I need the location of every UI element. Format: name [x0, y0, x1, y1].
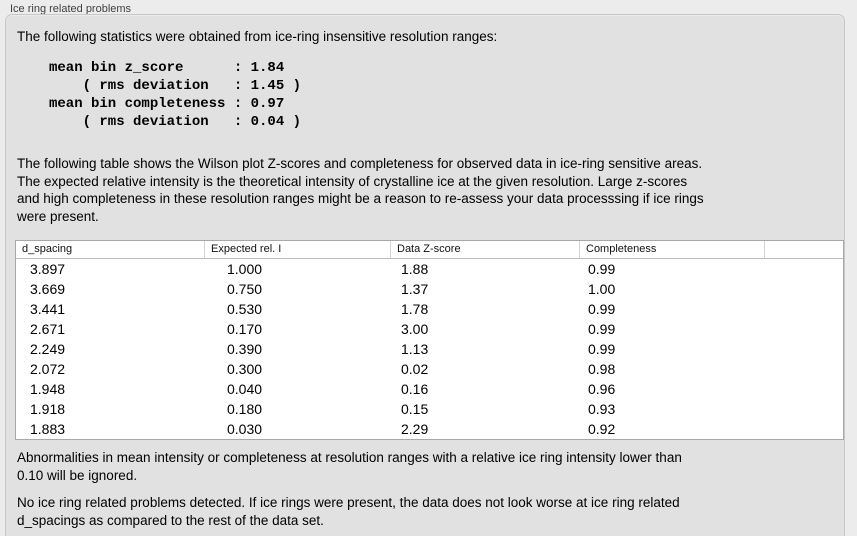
cell-empty — [764, 339, 843, 359]
cell-data-z-score: 1.88 — [401, 261, 429, 277]
intro-line: The following statistics were obtained f… — [17, 29, 498, 44]
cell-data-z-score: 3.00 — [401, 321, 429, 337]
cell-empty — [764, 379, 843, 399]
column-header-d-spacing[interactable]: d_spacing — [22, 243, 73, 255]
group-box: The following statistics were obtained f… — [5, 14, 845, 536]
cell-data-z-score: 0.16 — [401, 381, 429, 397]
cell-data-z-score: 1.37 — [401, 281, 429, 297]
cell-d-spacing: 1.918 — [30, 401, 66, 417]
conclusion-line: d_spacings as compared to the rest of th… — [17, 512, 324, 528]
column-header-empty[interactable] — [764, 241, 843, 258]
cell-completeness: 0.98 — [588, 361, 616, 377]
cell-completeness: 0.99 — [588, 301, 616, 317]
column-header-data-z-score[interactable]: Data Z-score — [390, 241, 579, 258]
cell-empty — [764, 359, 843, 379]
stat-line-mean-completeness: mean bin completeness : 0.97 — [49, 96, 285, 112]
table-row[interactable]: 3.669 0.750 1.37 1.00 — [16, 279, 843, 299]
cell-expected-rel-i: 0.170 — [227, 321, 263, 337]
cell-data-z-score: 0.02 — [401, 361, 429, 377]
cell-empty — [764, 319, 843, 339]
cell-d-spacing: 2.072 — [30, 361, 66, 377]
description-line: The following table shows the Wilson plo… — [17, 156, 703, 171]
table-row[interactable]: 1.883 0.030 2.29 0.92 — [16, 419, 843, 439]
cell-empty — [764, 299, 843, 319]
cell-expected-rel-i: 0.750 — [227, 281, 263, 297]
cell-d-spacing: 1.948 — [30, 381, 66, 397]
cell-completeness: 1.00 — [588, 281, 616, 297]
cell-empty — [764, 399, 843, 419]
cell-empty — [764, 259, 843, 279]
cell-completeness: 0.92 — [588, 421, 616, 437]
cell-data-z-score: 1.78 — [401, 301, 429, 317]
cell-d-spacing: 2.671 — [30, 321, 66, 337]
group-box-title: Ice ring related problems — [10, 3, 132, 15]
cell-d-spacing: 1.883 — [30, 421, 66, 437]
table-description: The following table shows the Wilson plo… — [17, 155, 704, 225]
cell-expected-rel-i: 0.040 — [227, 381, 263, 397]
cell-data-z-score: 2.29 — [401, 421, 429, 437]
conclusion-line: No ice ring related problems detected. I… — [17, 495, 680, 510]
cell-d-spacing: 3.669 — [30, 281, 66, 297]
ignore-note-line: 0.10 will be ignored. — [17, 467, 138, 483]
cell-completeness: 0.96 — [588, 381, 616, 397]
conclusion-text: No ice ring related problems detected. I… — [17, 494, 680, 529]
cell-empty — [764, 419, 843, 439]
table-row[interactable]: 2.072 0.300 0.02 0.98 — [16, 359, 843, 379]
description-line: were present. — [17, 208, 99, 224]
cell-completeness: 0.99 — [588, 341, 616, 357]
cell-d-spacing: 3.441 — [30, 301, 66, 317]
cell-completeness: 0.99 — [588, 321, 616, 337]
table-header: d_spacing Expected rel. I Data Z-score C… — [16, 241, 843, 259]
stat-line-z-score-rms: ( rms deviation : 1.45 ) — [49, 78, 302, 94]
description-line: The expected relative intensity is the t… — [17, 173, 688, 189]
cell-empty — [764, 279, 843, 299]
cell-expected-rel-i: 0.390 — [227, 341, 263, 357]
table-row[interactable]: 2.249 0.390 1.13 0.99 — [16, 339, 843, 359]
ignore-note: Abnormalities in mean intensity or compl… — [17, 449, 682, 484]
cell-expected-rel-i: 0.300 — [227, 361, 263, 377]
stats-block: mean bin z_score : 1.84 ( rms deviation … — [49, 59, 301, 131]
cell-expected-rel-i: 0.180 — [227, 401, 263, 417]
table-row[interactable]: 3.897 1.000 1.88 0.99 — [16, 259, 843, 279]
cell-completeness: 0.93 — [588, 401, 616, 417]
table-row[interactable]: 2.671 0.170 3.00 0.99 — [16, 319, 843, 339]
table-row[interactable]: 1.948 0.040 0.16 0.96 — [16, 379, 843, 399]
cell-data-z-score: 0.15 — [401, 401, 429, 417]
column-header-completeness[interactable]: Completeness — [579, 241, 764, 258]
stat-line-mean-z-score: mean bin z_score : 1.84 — [49, 60, 285, 76]
cell-d-spacing: 3.897 — [30, 261, 66, 277]
table-row[interactable]: 1.918 0.180 0.15 0.93 — [16, 399, 843, 419]
cell-expected-rel-i: 0.030 — [227, 421, 263, 437]
cell-expected-rel-i: 1.000 — [227, 261, 263, 277]
ignore-note-line: Abnormalities in mean intensity or compl… — [17, 450, 682, 465]
description-line: and high completeness in these resolutio… — [17, 191, 704, 206]
cell-completeness: 0.99 — [588, 261, 616, 277]
intro-text: The following statistics were obtained f… — [17, 28, 497, 46]
column-header-expected-rel-i[interactable]: Expected rel. I — [204, 241, 390, 258]
table-row[interactable]: 3.441 0.530 1.78 0.99 — [16, 299, 843, 319]
cell-expected-rel-i: 0.530 — [227, 301, 263, 317]
ice-ring-table: d_spacing Expected rel. I Data Z-score C… — [15, 240, 844, 440]
stat-line-completeness-rms: ( rms deviation : 0.04 ) — [49, 114, 302, 130]
cell-data-z-score: 1.13 — [401, 341, 429, 357]
cell-d-spacing: 2.249 — [30, 341, 66, 357]
